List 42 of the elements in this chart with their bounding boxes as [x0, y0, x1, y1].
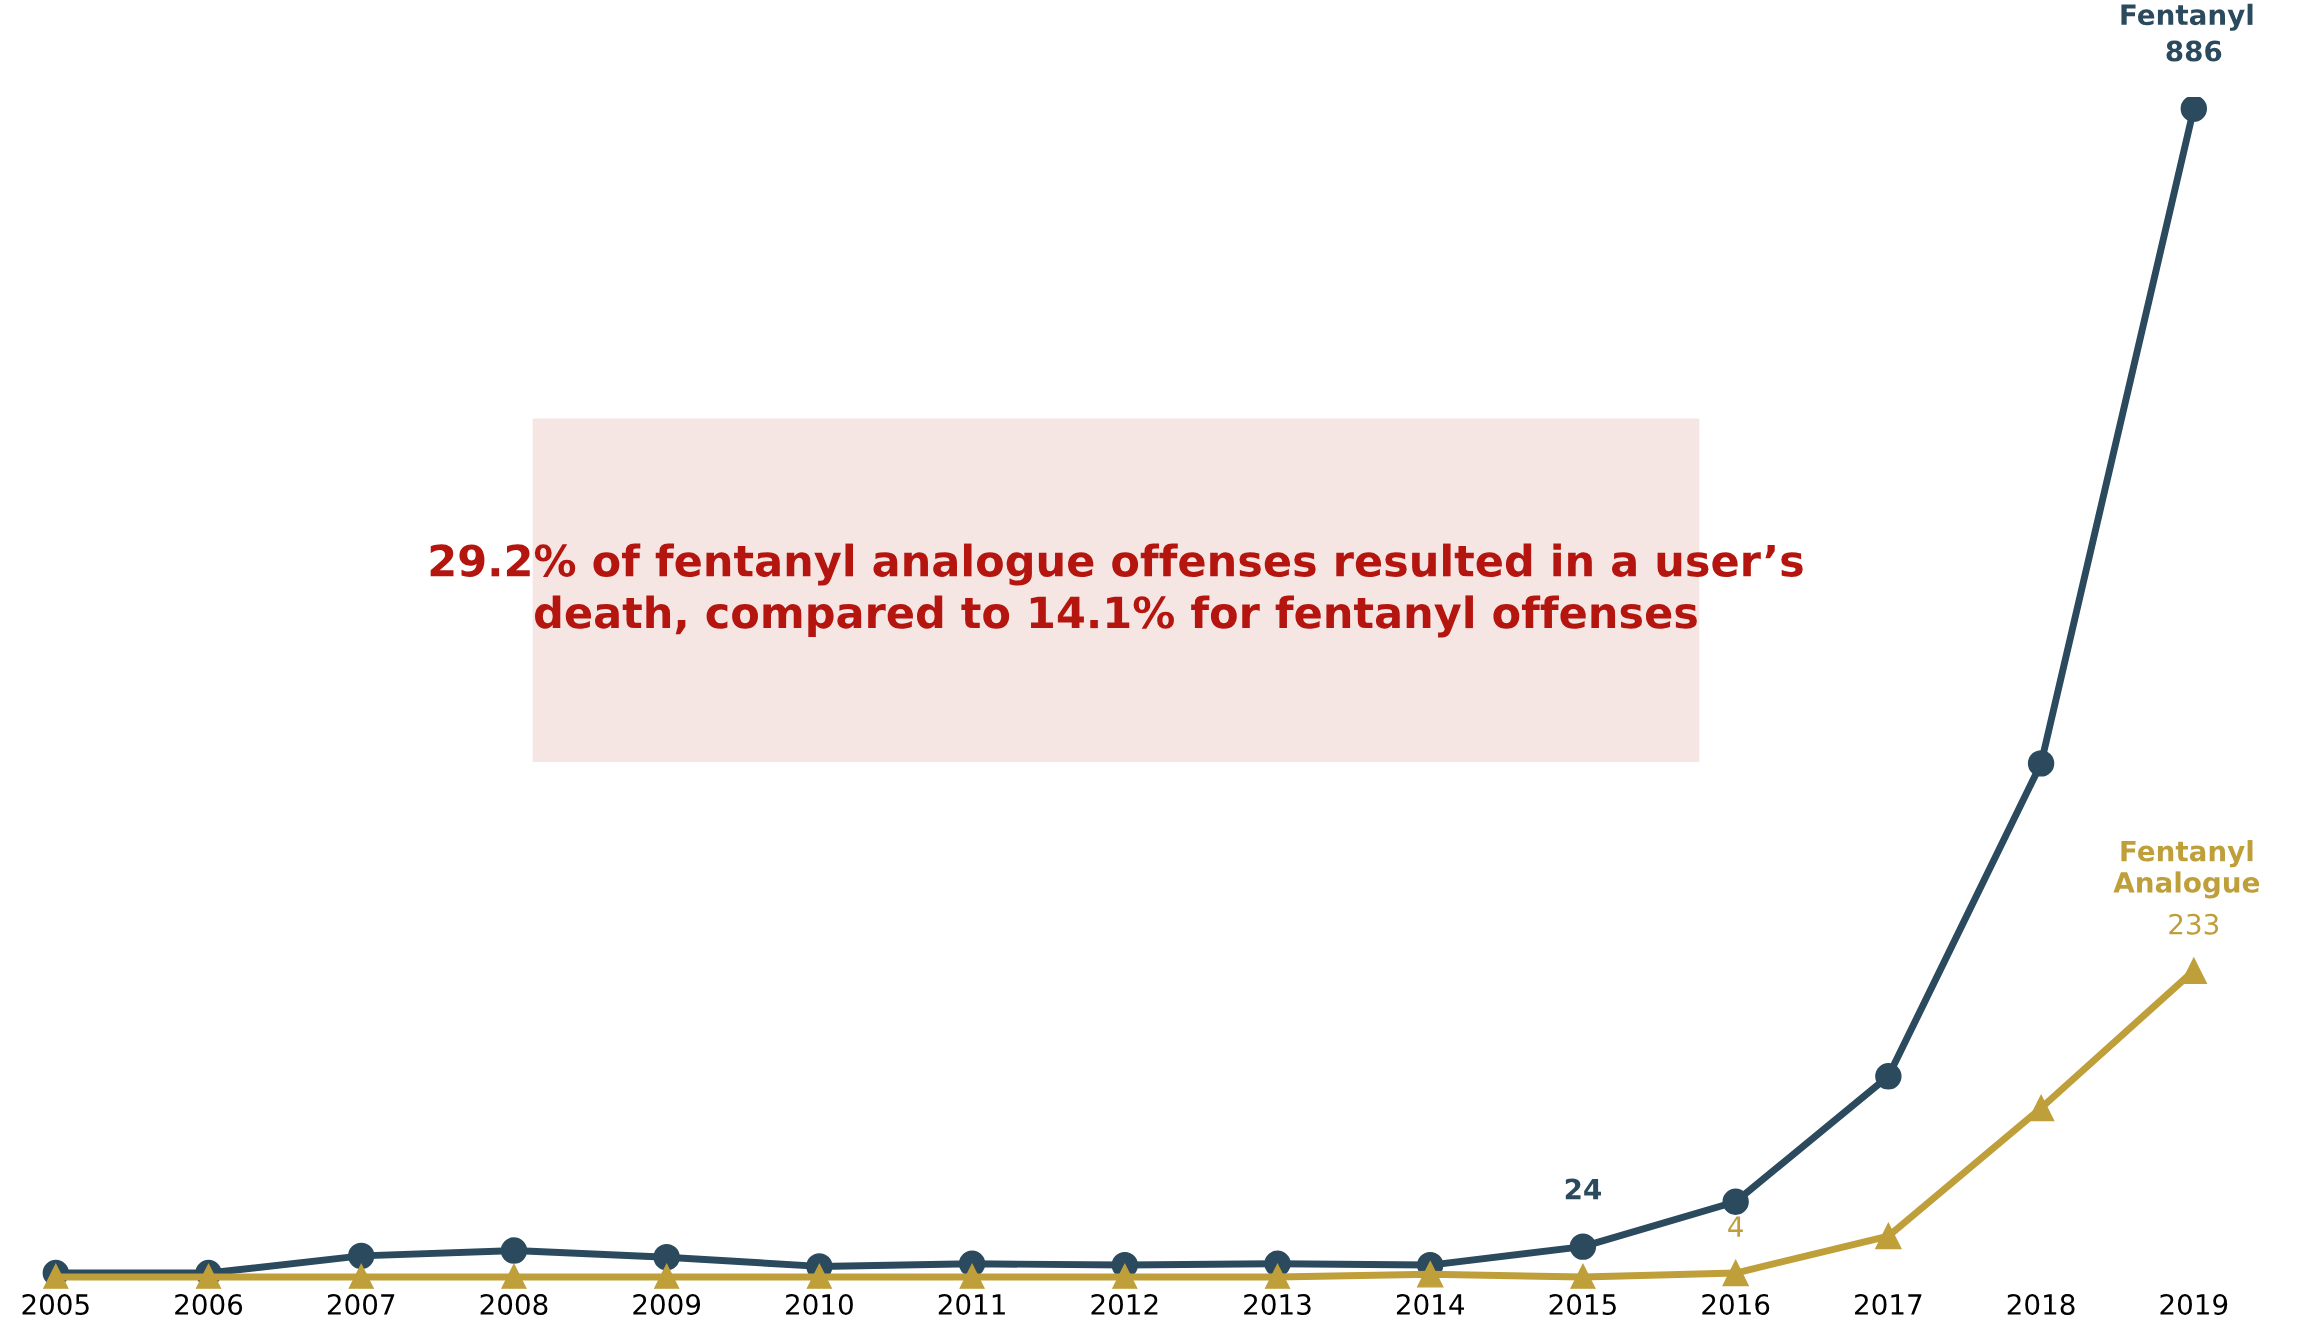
x-tick-label: 2016	[1702, 1294, 1770, 1316]
point	[348, 1263, 375, 1289]
x-tick-label: 2005	[22, 1294, 89, 1316]
x-tick-label: 2014	[1396, 1294, 1465, 1316]
point	[1875, 1222, 1902, 1250]
x-tick-label: 2009	[633, 1294, 701, 1316]
point	[500, 1237, 528, 1264]
point	[806, 1263, 833, 1289]
x-tick-label: 2011	[938, 1294, 1005, 1316]
x-tick-label: 2017	[1855, 1294, 1922, 1316]
point	[1875, 1063, 1902, 1090]
x-tick-label: 2013	[1244, 1294, 1311, 1316]
point	[653, 1263, 680, 1289]
x-tick-label: 2015	[1549, 1294, 1616, 1316]
x-tick-label: 2007	[327, 1294, 395, 1316]
point	[2027, 750, 2055, 777]
point	[348, 1242, 375, 1270]
annotation: 29.2% of fentanyl analogue offenses resulted in a user’s death, compared to 14.1% for fentanyl offenses	[430, 543, 1803, 638]
x-tick-label: 2008	[480, 1294, 548, 1316]
point	[1569, 1233, 1597, 1260]
point	[500, 1263, 528, 1289]
point	[1264, 1263, 1291, 1289]
point	[2027, 1094, 2055, 1122]
x-tick-label: 2012	[1091, 1294, 1158, 1316]
point	[1417, 1261, 1444, 1288]
point	[1111, 1263, 1138, 1289]
point	[1569, 1263, 1597, 1289]
point	[653, 1243, 680, 1271]
x-tick-label: 2010	[786, 1294, 853, 1316]
x-tick-label: 2019	[2160, 1294, 2228, 1316]
x-tick-label: 2018	[2007, 1294, 2075, 1316]
point	[1722, 1188, 1749, 1215]
point	[958, 1263, 986, 1289]
text: Fentanyl Analogue	[2113, 840, 2260, 899]
point	[2180, 96, 2207, 122]
text: Fentanyl	[2121, 3, 2253, 31]
data-label: 24	[1565, 1178, 1601, 1200]
point	[1722, 1259, 1749, 1287]
data-label: 233	[2169, 913, 2219, 935]
data-label: 886	[2166, 40, 2222, 62]
x-tick-label: 2006	[175, 1294, 243, 1316]
data-label: 4	[1728, 1216, 1743, 1237]
